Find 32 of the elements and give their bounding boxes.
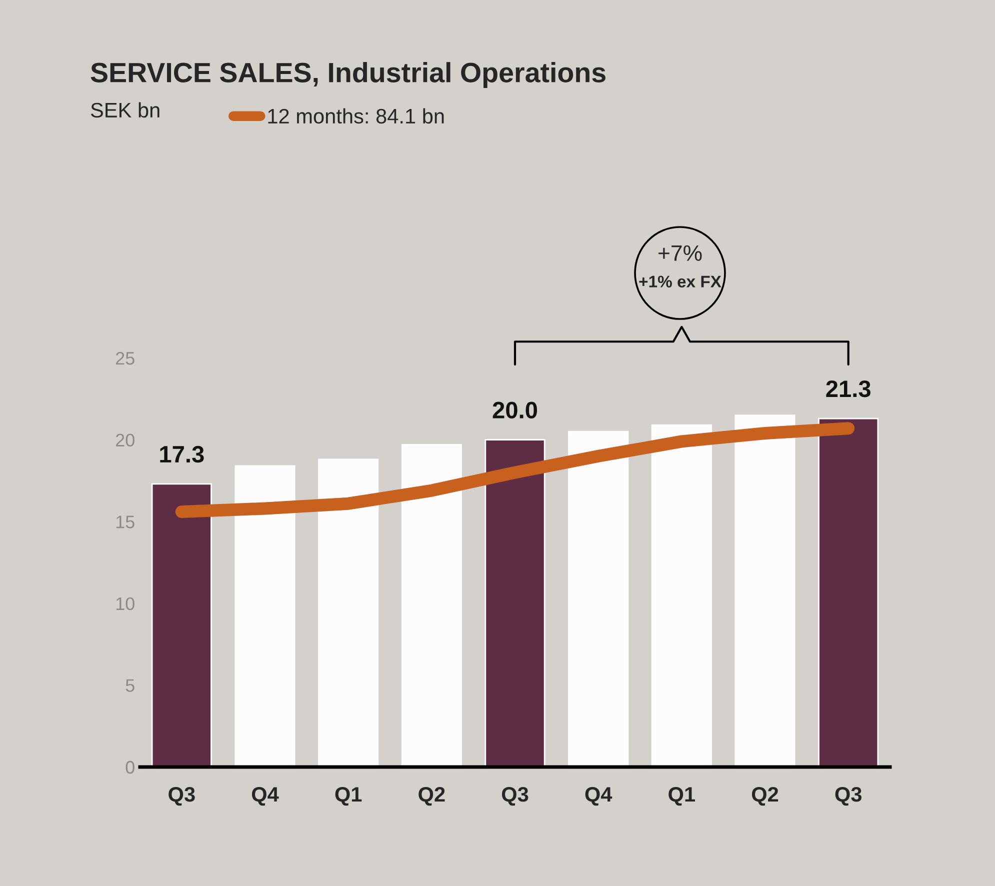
chart-title: SERVICE SALES, Industrial Operations [90, 62, 606, 88]
x-tick-label: Q2 [418, 786, 445, 806]
x-tick-label: Q4 [585, 786, 612, 806]
bar [234, 465, 296, 767]
x-tick-label: Q3 [502, 786, 528, 806]
bar [484, 439, 546, 767]
chart-subtitle: SEK bn [90, 102, 160, 118]
x-tick-label: Q4 [252, 786, 279, 806]
data-label: 20.0 [492, 402, 538, 418]
bar [151, 483, 212, 767]
bar [568, 430, 629, 767]
bar [318, 458, 379, 767]
y-tick-label: 25 [116, 352, 134, 365]
x-tick-label: Q3 [835, 786, 862, 806]
data-label: 17.3 [160, 446, 204, 463]
legend-label: 12 months: 84.1 bn [268, 108, 444, 124]
bar [734, 414, 796, 767]
text: +1% ex FX [639, 276, 722, 288]
x-tick-label: Q1 [335, 786, 362, 806]
bar [818, 418, 879, 767]
x-tick-label: Q3 [168, 786, 195, 806]
y-tick-label: 0 [126, 760, 134, 774]
text: +7% [658, 245, 702, 261]
y-tick-label: 20 [116, 434, 134, 447]
data-label: 21.3 [826, 380, 870, 398]
y-tick-label: 15 [116, 516, 134, 528]
y-tick-label: 5 [126, 679, 134, 692]
x-tick-label: Q1 [668, 786, 695, 806]
y-tick-label: 10 [116, 597, 134, 610]
x-tick-label: Q2 [752, 786, 778, 806]
bar [401, 444, 462, 767]
bar [651, 424, 712, 767]
